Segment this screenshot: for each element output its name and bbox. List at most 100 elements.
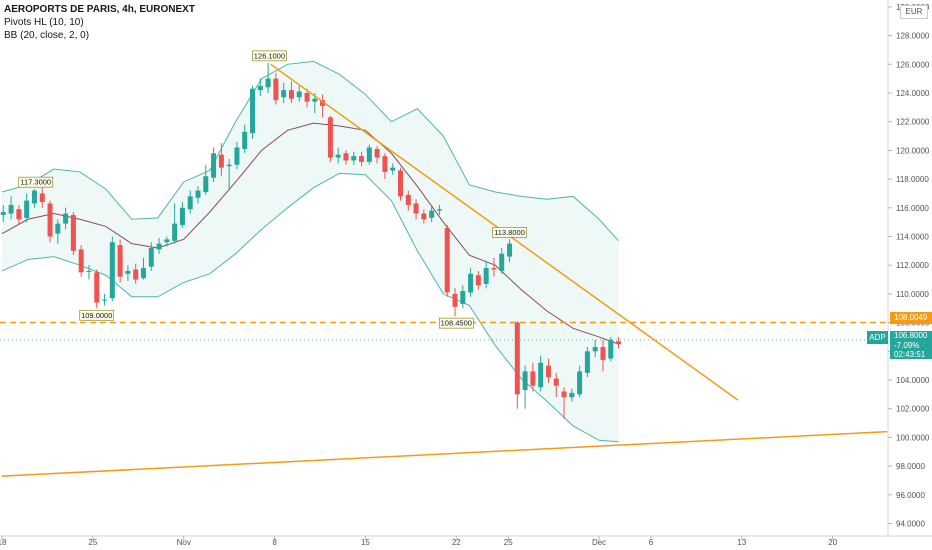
x-tick-label: 6 — [649, 538, 654, 547]
candle-body — [63, 214, 68, 224]
candle-body — [429, 211, 434, 218]
candle-body — [414, 203, 419, 213]
candle-body — [48, 203, 53, 236]
candle-body — [600, 347, 605, 360]
y-tick-label: 100.0000 — [896, 433, 930, 442]
candle-body — [515, 323, 520, 395]
candle-body — [390, 168, 395, 171]
candle-body — [219, 155, 224, 168]
candle-body — [577, 371, 582, 394]
y-tick-label: 116.0000 — [896, 204, 929, 213]
y-tick-label: 118.0000 — [896, 175, 929, 184]
pivot-label: 126.1000 — [254, 51, 285, 60]
candle-body — [398, 170, 403, 196]
candle-body — [297, 92, 302, 98]
candle-body — [281, 90, 286, 97]
pivot-label: 109.0000 — [81, 311, 112, 320]
x-tick-label: 25 — [504, 538, 513, 547]
trendline — [2, 432, 887, 476]
ticker-tag: ADP — [867, 331, 888, 344]
candle-body — [289, 90, 294, 99]
candle-body — [367, 148, 372, 162]
candle-body — [445, 228, 450, 293]
candle-body — [491, 268, 496, 269]
y-tick-label: 120.0000 — [896, 146, 930, 155]
x-tick-label: Dec — [592, 538, 606, 547]
candle-body — [118, 245, 123, 277]
candle-body — [554, 379, 559, 386]
candle-body — [343, 153, 348, 160]
x-tick-label: 15 — [361, 538, 370, 547]
y-tick-label: 98.0000 — [896, 462, 925, 471]
candle-body — [608, 340, 613, 359]
pivot-label: 108.4500 — [441, 319, 472, 328]
last-price-change: -7.09% — [894, 341, 932, 351]
candle-body — [562, 391, 567, 397]
candle-body — [227, 165, 232, 166]
candle-body — [382, 156, 387, 172]
candle-body — [180, 208, 185, 225]
candle-body — [305, 93, 310, 102]
candle-body — [242, 132, 247, 149]
y-tick-label: 96.0000 — [896, 491, 925, 500]
last-price-box: 106.8000 -7.09% 02:43:51 — [890, 331, 932, 359]
candle-body — [546, 366, 551, 377]
y-tick-label: 114.0000 — [896, 233, 929, 242]
candle-body — [102, 300, 107, 301]
symbol-title[interactable]: AEROPORTS DE PARIS, 4h, EURONEXT — [4, 3, 195, 16]
candle-body — [9, 205, 14, 214]
candle-body — [312, 99, 317, 102]
candle-body — [188, 196, 193, 209]
level-price-label: 108.0049 — [890, 312, 932, 324]
candle-body — [211, 153, 216, 177]
x-tick-label: 22 — [452, 538, 461, 547]
last-price-value: 106.8000 — [894, 331, 932, 341]
y-tick-label: 104.0000 — [896, 376, 930, 385]
candle-body — [476, 275, 481, 285]
candle-body — [24, 201, 29, 218]
bar-countdown: 02:43:51 — [894, 350, 932, 360]
pivot-label: 113.8000 — [494, 228, 525, 237]
candle-body — [437, 209, 442, 210]
candle-body — [593, 347, 598, 351]
candle-body — [585, 351, 590, 373]
pivot-label: 117.3000 — [20, 178, 51, 187]
candle-body — [195, 191, 200, 198]
y-tick-label: 128.0000 — [896, 32, 930, 41]
pivots-indicator-label[interactable]: Pivots HL (10, 10) — [4, 16, 195, 29]
candle-body — [203, 176, 208, 192]
y-tick-label: 124.0000 — [896, 89, 930, 98]
candle-body — [351, 156, 356, 160]
candle-body — [149, 248, 154, 267]
candle-body — [359, 156, 364, 162]
candle-body — [157, 244, 162, 250]
x-tick-label: 20 — [828, 538, 837, 547]
candle-body — [328, 117, 333, 157]
y-tick-label: 94.0000 — [896, 520, 925, 529]
candle-body — [258, 86, 263, 90]
candle-body — [507, 244, 512, 257]
chart-legend: AEROPORTS DE PARIS, 4h, EURONEXT Pivots … — [4, 3, 195, 42]
candle-body — [421, 214, 426, 220]
candle-body — [16, 209, 21, 219]
candle-body — [79, 249, 84, 272]
x-tick-label: 13 — [737, 538, 746, 547]
candle-body — [110, 242, 115, 298]
candle-body — [523, 371, 528, 390]
candle-body — [250, 89, 255, 133]
candle-body — [616, 341, 621, 344]
candle-body — [234, 148, 239, 165]
bb-indicator-label[interactable]: BB (20, close, 2, 0) — [4, 29, 195, 42]
currency-badge[interactable]: EUR — [900, 5, 928, 19]
x-tick-label: Nov — [177, 538, 191, 547]
candle-body — [569, 393, 574, 397]
candle-body — [453, 294, 458, 307]
candle-body — [499, 254, 504, 271]
candle-body — [125, 271, 130, 274]
y-tick-label: 102.0000 — [896, 405, 930, 414]
candle-body — [530, 371, 535, 385]
candle-body — [55, 224, 60, 234]
candle-body — [32, 191, 37, 204]
